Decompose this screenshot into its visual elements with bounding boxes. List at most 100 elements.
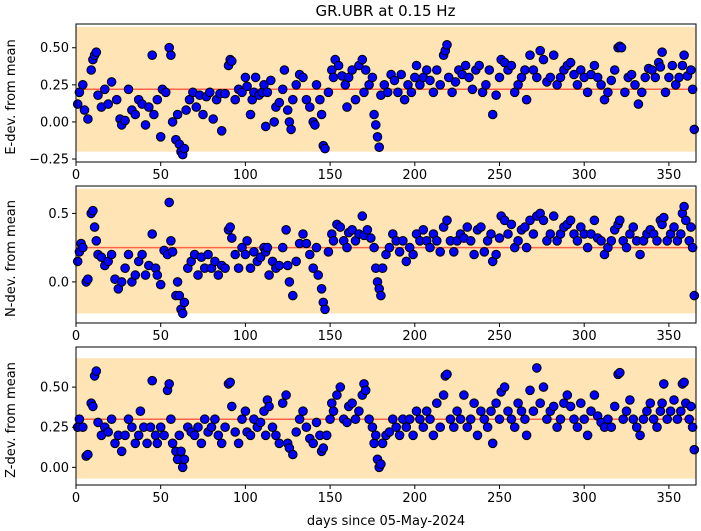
data-point bbox=[657, 398, 667, 409]
data-point bbox=[404, 414, 415, 425]
data-point bbox=[167, 247, 178, 257]
data-point bbox=[442, 215, 452, 226]
data-point bbox=[621, 242, 632, 253]
data-point bbox=[476, 222, 486, 232]
data-point bbox=[155, 279, 166, 290]
data-point bbox=[220, 88, 230, 99]
data-point bbox=[316, 284, 327, 294]
data-point bbox=[159, 430, 169, 441]
data-point bbox=[147, 375, 157, 386]
data-point bbox=[472, 430, 483, 441]
data-point bbox=[525, 385, 535, 396]
data-point bbox=[474, 60, 485, 71]
data-point bbox=[274, 260, 285, 271]
data-point bbox=[335, 382, 346, 392]
data-point bbox=[401, 256, 412, 267]
data-point bbox=[372, 132, 383, 142]
data-point bbox=[582, 87, 593, 98]
data-point bbox=[357, 54, 368, 65]
data-point bbox=[408, 430, 418, 441]
data-point bbox=[308, 263, 319, 274]
data-point bbox=[145, 422, 156, 433]
data-point bbox=[323, 247, 334, 257]
data-point bbox=[464, 72, 474, 83]
data-points bbox=[72, 363, 700, 473]
data-point bbox=[150, 430, 161, 441]
data-point bbox=[535, 398, 546, 409]
x-tick-label: 350 bbox=[656, 168, 681, 183]
data-point bbox=[123, 84, 134, 95]
data-point bbox=[72, 256, 83, 267]
data-point bbox=[435, 422, 446, 433]
data-point bbox=[586, 406, 596, 417]
data-point bbox=[83, 114, 93, 124]
data-point bbox=[311, 417, 322, 428]
data-point bbox=[548, 211, 559, 221]
data-point bbox=[655, 406, 666, 417]
data-point bbox=[264, 270, 274, 280]
data-point bbox=[428, 430, 439, 441]
data-point bbox=[245, 430, 256, 441]
data-point bbox=[425, 414, 435, 425]
data-point bbox=[633, 99, 644, 109]
data-point bbox=[589, 60, 600, 71]
data-point bbox=[242, 236, 252, 246]
data-point bbox=[618, 414, 629, 425]
y-axis-label: Z-dev. from mean bbox=[4, 362, 19, 478]
data-point bbox=[679, 201, 689, 212]
data-point bbox=[655, 62, 666, 72]
data-point bbox=[88, 401, 98, 412]
x-tick-label: 50 bbox=[152, 168, 169, 183]
x-tick-label: 100 bbox=[233, 491, 258, 506]
data-point bbox=[664, 72, 674, 83]
data-point bbox=[279, 65, 290, 75]
data-point bbox=[628, 414, 639, 425]
data-point bbox=[621, 406, 632, 417]
x-tick-label: 200 bbox=[402, 168, 427, 183]
data-point bbox=[93, 417, 103, 428]
data-point bbox=[415, 414, 425, 425]
data-point bbox=[166, 414, 176, 425]
data-point bbox=[650, 72, 661, 83]
data-point bbox=[388, 414, 398, 425]
data-point bbox=[418, 422, 429, 433]
data-point bbox=[506, 219, 517, 230]
data-point bbox=[277, 242, 288, 253]
data-point bbox=[620, 87, 630, 98]
data-point bbox=[130, 438, 141, 449]
x-tick-label: 100 bbox=[233, 329, 258, 344]
data-point bbox=[384, 242, 395, 253]
data-point bbox=[447, 87, 457, 98]
data-point bbox=[676, 406, 686, 417]
data-point bbox=[233, 438, 244, 449]
data-point bbox=[96, 252, 107, 263]
data-point bbox=[376, 459, 386, 469]
data-point bbox=[435, 80, 446, 90]
data-point bbox=[298, 406, 308, 417]
data-point bbox=[164, 379, 174, 389]
data-point bbox=[432, 65, 442, 75]
data-point bbox=[176, 446, 186, 457]
data-point bbox=[476, 406, 486, 417]
data-point bbox=[360, 385, 371, 396]
data-point bbox=[189, 430, 200, 441]
x-tick-label: 150 bbox=[318, 329, 343, 344]
data-point bbox=[199, 414, 210, 425]
data-point bbox=[686, 65, 696, 75]
data-point bbox=[83, 449, 93, 460]
data-point bbox=[535, 45, 546, 56]
data-point bbox=[342, 242, 352, 253]
data-point bbox=[359, 87, 369, 98]
data-point bbox=[179, 143, 190, 154]
data-point bbox=[487, 109, 498, 120]
data-point bbox=[281, 390, 291, 400]
data-point bbox=[350, 414, 361, 425]
data-point bbox=[626, 69, 637, 80]
data-point bbox=[538, 382, 549, 392]
data-point bbox=[394, 247, 405, 257]
panel-1: 0 50 100 150 200 250 300 350 −0.25 0.00 0.25 0.50 E-… bbox=[4, 23, 700, 183]
data-point bbox=[291, 80, 302, 90]
data-point bbox=[481, 80, 491, 90]
data-point bbox=[362, 225, 373, 235]
data-point bbox=[325, 414, 335, 425]
